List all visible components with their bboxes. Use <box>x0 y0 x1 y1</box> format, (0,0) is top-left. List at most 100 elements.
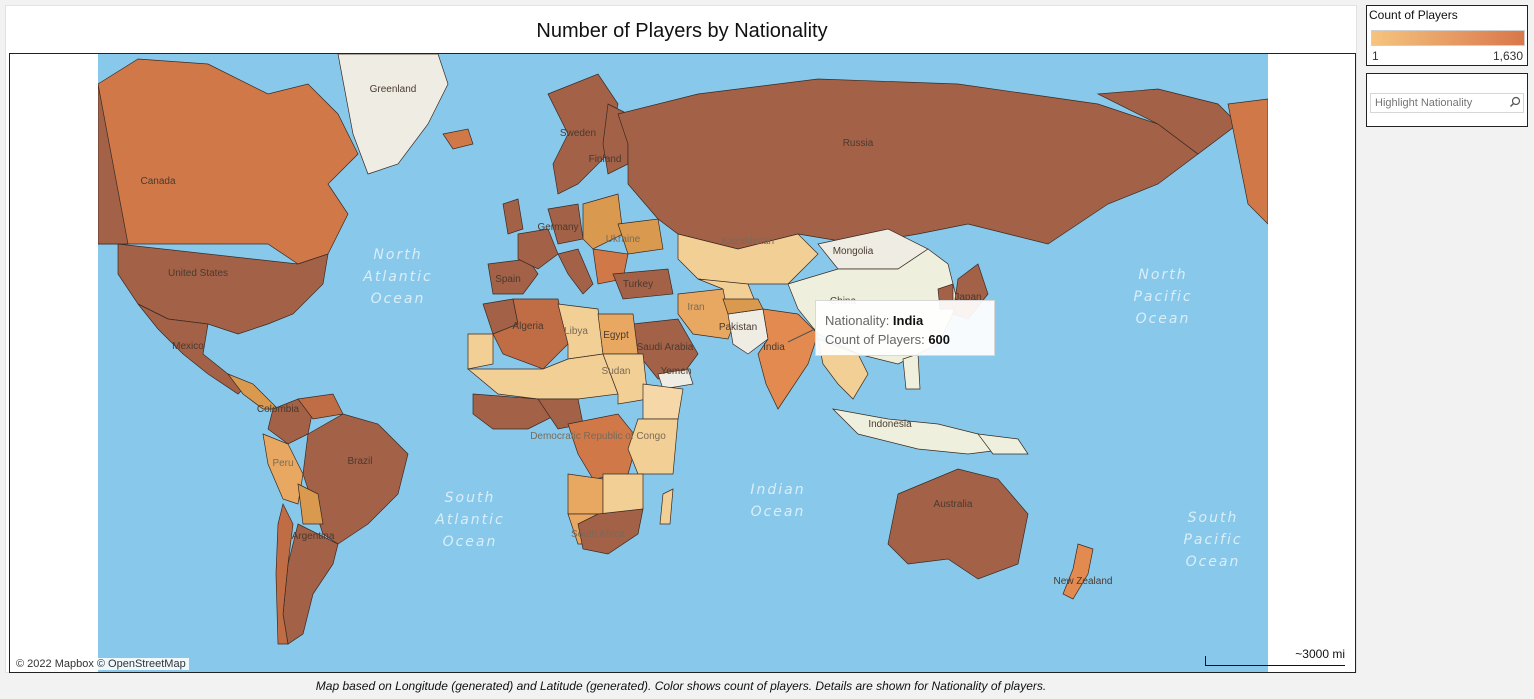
label-turkey: Turkey <box>623 279 653 290</box>
tooltip-nationality-label: Nationality: <box>825 313 893 328</box>
ocean-label-line: Atlantic <box>434 512 504 528</box>
search-icon[interactable] <box>1509 96 1521 108</box>
highlight-nationality-input[interactable] <box>1370 93 1524 113</box>
country-western-sahara[interactable] <box>467 333 494 370</box>
country-south-africa[interactable] <box>577 508 644 555</box>
map-attribution[interactable]: © 2022 Mapbox © OpenStreetMap <box>13 658 189 670</box>
label-greenland: Greenland <box>370 84 417 95</box>
country-southern-africa[interactable] <box>602 473 644 515</box>
country-australia[interactable] <box>887 468 1029 580</box>
country-russia[interactable] <box>617 78 1199 250</box>
label-argentina: Argentina <box>292 531 335 542</box>
ocean-label-line: Indian <box>750 482 805 498</box>
scale-label: ~3000 mi <box>1295 647 1345 661</box>
label-kazakhstan: Kazakhstan <box>722 236 774 247</box>
label-saudi-arabia: Saudi Arabia <box>637 342 694 353</box>
ocean-label-line: South <box>445 490 496 506</box>
map-tooltip: Nationality: India Count of Players: 600 <box>815 300 995 356</box>
country-iceland[interactable] <box>442 128 474 150</box>
tooltip-count-label: Count of Players: <box>825 332 929 347</box>
country-france[interactable] <box>517 228 559 270</box>
ocean-label-line: Ocean <box>751 504 806 520</box>
label-mexico: Mexico <box>172 341 204 352</box>
label-sweden: Sweden <box>560 128 596 139</box>
label-canada: Canada <box>140 176 175 187</box>
country-italy[interactable] <box>557 248 594 295</box>
country-papua[interactable] <box>977 433 1029 455</box>
ocean-label-indian: Indian Ocean <box>750 482 805 520</box>
country-india[interactable] <box>757 308 819 410</box>
label-australia: Australia <box>934 499 973 510</box>
country-new-zealand[interactable] <box>1062 543 1094 600</box>
country-angola[interactable] <box>567 473 604 515</box>
label-pakistan: Pakistan <box>719 322 757 333</box>
highlight-nationality-card <box>1366 73 1528 127</box>
tooltip-count-value: 600 <box>928 332 951 347</box>
country-uk[interactable] <box>502 198 524 235</box>
tooltip-line-count: Count of Players: 600 <box>825 330 985 349</box>
country-ethiopia[interactable] <box>642 383 684 420</box>
label-united-states: United States <box>168 268 228 279</box>
legend-color-ramp <box>1371 30 1525 46</box>
country-chile[interactable] <box>275 502 294 645</box>
ocean-label-line: Ocean <box>1136 311 1191 327</box>
tooltip-nationality-value: India <box>892 313 924 328</box>
country-turkey[interactable] <box>612 268 674 300</box>
country-philippines[interactable] <box>902 353 921 390</box>
sheet-title: Number of Players by Nationality <box>536 20 828 42</box>
label-colombia: Colombia <box>257 404 300 415</box>
ocean-label-south-atlantic: South Atlantic Ocean <box>434 490 504 550</box>
label-mongolia: Mongolia <box>833 246 874 257</box>
country-sudan[interactable] <box>602 353 649 405</box>
tooltip-line-nationality: Nationality: India <box>825 311 985 330</box>
ocean-label-line: Ocean <box>443 534 498 550</box>
label-sudan: Sudan <box>602 366 631 377</box>
ocean-label-line: Atlantic <box>362 269 432 285</box>
tooltip-pointer <box>787 328 816 343</box>
label-yemen: Yemen <box>661 366 692 377</box>
label-russia: Russia <box>843 138 874 149</box>
country-peru[interactable] <box>262 433 304 505</box>
ocean-label-line: North <box>373 247 422 263</box>
world-map[interactable]: North Atlantic Ocean North Pacific Ocean Sou… <box>98 54 1268 673</box>
country-ukraine[interactable] <box>617 218 664 255</box>
country-bolivia[interactable] <box>297 483 324 525</box>
label-germany: Germany <box>537 222 578 233</box>
scale-bar <box>1205 656 1345 666</box>
map-view[interactable]: North Atlantic Ocean North Pacific Ocean Sou… <box>9 53 1356 673</box>
label-brazil: Brazil <box>347 456 372 467</box>
ocean-label-line: Pacific <box>1133 289 1192 305</box>
ocean-label-line: South <box>1188 510 1239 526</box>
color-legend[interactable]: Count of Players 1 1,630 <box>1366 5 1528 66</box>
label-algeria: Algeria <box>512 321 544 332</box>
legend-title: Count of Players <box>1369 8 1458 22</box>
country-united-states[interactable] <box>117 243 329 335</box>
label-ukraine: Ukraine <box>606 234 641 245</box>
country-madagascar[interactable] <box>659 488 674 525</box>
label-new-zealand: New Zealand <box>1054 576 1113 587</box>
country-eastern-europe[interactable] <box>582 193 624 250</box>
label-japan: Japan <box>954 292 981 303</box>
label-egypt: Egypt <box>603 330 629 341</box>
country-alaska[interactable] <box>98 83 129 245</box>
country-alaska-east[interactable] <box>1227 98 1268 225</box>
country-yemen[interactable] <box>657 368 694 390</box>
ocean-label-north-atlantic: North Atlantic Ocean <box>362 247 432 307</box>
label-iran: Iran <box>687 302 704 313</box>
label-india: India <box>763 342 785 353</box>
country-canada[interactable] <box>98 58 359 265</box>
legend-min-label: 1 <box>1372 49 1379 63</box>
map-worksheet: Number of Players by Nationality <box>5 5 1357 673</box>
ocean-label-line: Ocean <box>371 291 426 307</box>
label-indonesia: Indonesia <box>868 419 912 430</box>
ocean-label-line: Ocean <box>1186 554 1241 570</box>
ocean-label-south-pacific: South Pacific Ocean <box>1183 510 1242 570</box>
country-scandinavia[interactable] <box>547 73 619 195</box>
country-greenland[interactable] <box>337 54 449 175</box>
label-libya: Libya <box>564 326 588 337</box>
ocean-label-north-pacific: North Pacific Ocean <box>1133 267 1192 327</box>
country-east-africa[interactable] <box>627 418 679 475</box>
label-south-africa: South Africa <box>571 529 625 540</box>
legend-max-label: 1,630 <box>1492 49 1523 63</box>
